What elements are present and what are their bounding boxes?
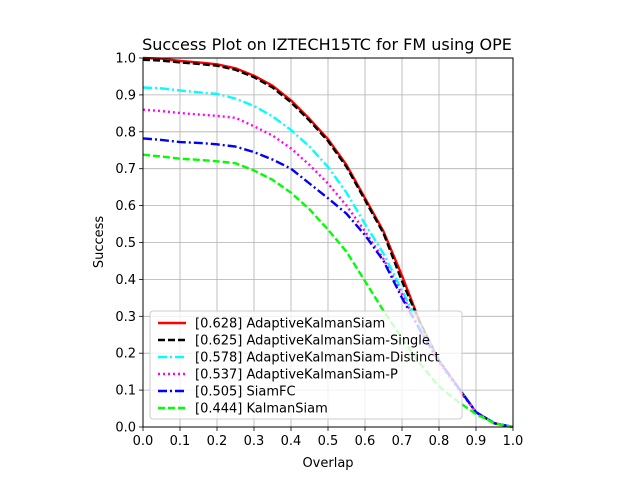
x-tick-label: 1.0 bbox=[503, 434, 524, 449]
x-tick-label: 0.7 bbox=[392, 434, 413, 449]
y-tick-label: 0.9 bbox=[115, 88, 136, 103]
x-axis-title: Overlap bbox=[302, 456, 353, 471]
y-axis-title: Success bbox=[92, 216, 107, 269]
y-tick-label: 0.2 bbox=[115, 347, 136, 362]
legend: [0.628] AdaptiveKalmanSiam [0.625] Adapti… bbox=[149, 310, 463, 420]
y-tick-label: 0.5 bbox=[115, 236, 136, 251]
x-tick-label: 0.0 bbox=[133, 434, 154, 449]
x-tick-label: 0.3 bbox=[244, 434, 265, 449]
x-tick-label: 0.4 bbox=[281, 434, 302, 449]
x-tick-label: 0.5 bbox=[318, 434, 339, 449]
y-tick-label: 0.6 bbox=[115, 199, 136, 214]
y-tick-label: 0.1 bbox=[115, 384, 136, 399]
x-tick-label: 0.2 bbox=[207, 434, 228, 449]
series-line-3 bbox=[142, 108, 514, 429]
series-line-1 bbox=[142, 58, 514, 429]
legend-label-4: [0.505] SiamFC bbox=[195, 385, 296, 400]
y-tick-label: 0.4 bbox=[115, 273, 136, 288]
axis-ticks: 0.0 0.1 0.2 0.3 0.4 0.5 0.6 0.7 0.8 0.9 1.0 0.0 0.1 0… bbox=[115, 52, 523, 450]
legend-label-5: [0.444] KalmanSiam bbox=[195, 402, 328, 417]
y-tick-label: 0.7 bbox=[115, 162, 136, 177]
legend-label-2: [0.578] AdaptiveKalmanSiam-Distinct bbox=[195, 351, 440, 366]
legend-box bbox=[149, 310, 463, 420]
legend-label-1: [0.625] AdaptiveKalmanSiam-Single bbox=[195, 334, 430, 349]
y-tick-label: 1.0 bbox=[115, 52, 136, 67]
legend-label-0: [0.628] AdaptiveKalmanSiam bbox=[195, 317, 385, 332]
x-tick-label: 0.1 bbox=[170, 434, 191, 449]
y-tick-label: 0.8 bbox=[115, 125, 136, 140]
y-tick-label: 0.0 bbox=[115, 421, 136, 436]
x-tick-label: 0.9 bbox=[466, 434, 487, 449]
x-tick-label: 0.6 bbox=[355, 434, 376, 449]
y-tick-label: 0.3 bbox=[115, 310, 136, 325]
chart-title: Success Plot on IZTECH15TC for FM using … bbox=[142, 35, 512, 54]
legend-label-3: [0.537] AdaptiveKalmanSiam-P bbox=[195, 368, 398, 383]
series-line-4 bbox=[142, 137, 514, 429]
x-tick-label: 0.8 bbox=[429, 434, 450, 449]
